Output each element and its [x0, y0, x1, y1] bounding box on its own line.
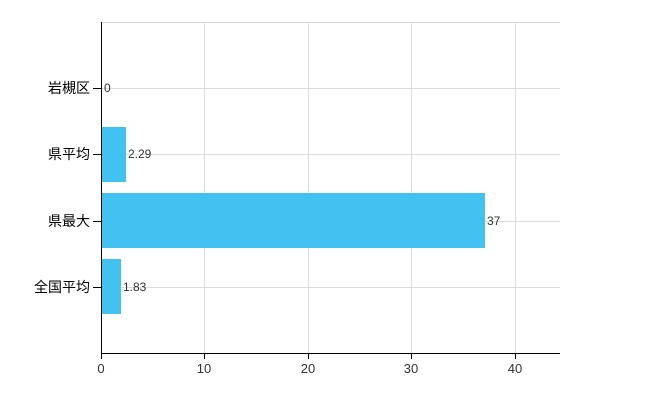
y-axis-tick [93, 154, 101, 155]
bar-value-label: 0 [104, 81, 111, 95]
y-axis-line [101, 22, 102, 354]
x-axis-tick-label: 40 [507, 361, 523, 376]
category-gridline [101, 287, 560, 288]
plot-area: 0 2.29 37 1.83 [101, 22, 560, 353]
bar [102, 127, 126, 182]
category-label: 岩槻区 [48, 80, 90, 96]
y-axis-tick [93, 221, 101, 222]
bar [102, 193, 485, 248]
x-axis-tick-label: 20 [300, 361, 316, 376]
bar-value-label: 1.83 [123, 280, 147, 294]
y-axis-tick [93, 287, 101, 288]
category-label: 県最大 [48, 213, 90, 229]
x-gridline [411, 22, 412, 353]
x-axis-tick [204, 353, 205, 359]
x-axis-tick [515, 353, 516, 359]
x-axis-tick-label: 30 [403, 361, 419, 376]
category-label: 全国平均 [34, 279, 90, 295]
x-axis-tick [101, 353, 102, 359]
x-axis-line [101, 353, 560, 354]
x-gridline [515, 22, 516, 353]
x-axis-tick [411, 353, 412, 359]
category-gridline [101, 154, 560, 155]
bar-value-label: 2.29 [128, 147, 152, 161]
x-gridline [204, 22, 205, 353]
category-gridline [101, 88, 560, 89]
x-axis-tick-label: 10 [196, 361, 212, 376]
x-gridline [308, 22, 309, 353]
category-label: 県平均 [48, 146, 90, 162]
plot-top-border [101, 22, 560, 23]
bar-value-label: 37 [487, 214, 501, 228]
x-axis-tick [308, 353, 309, 359]
bar [102, 259, 121, 314]
y-axis-tick [93, 88, 101, 89]
x-axis-tick-label: 0 [97, 361, 105, 376]
